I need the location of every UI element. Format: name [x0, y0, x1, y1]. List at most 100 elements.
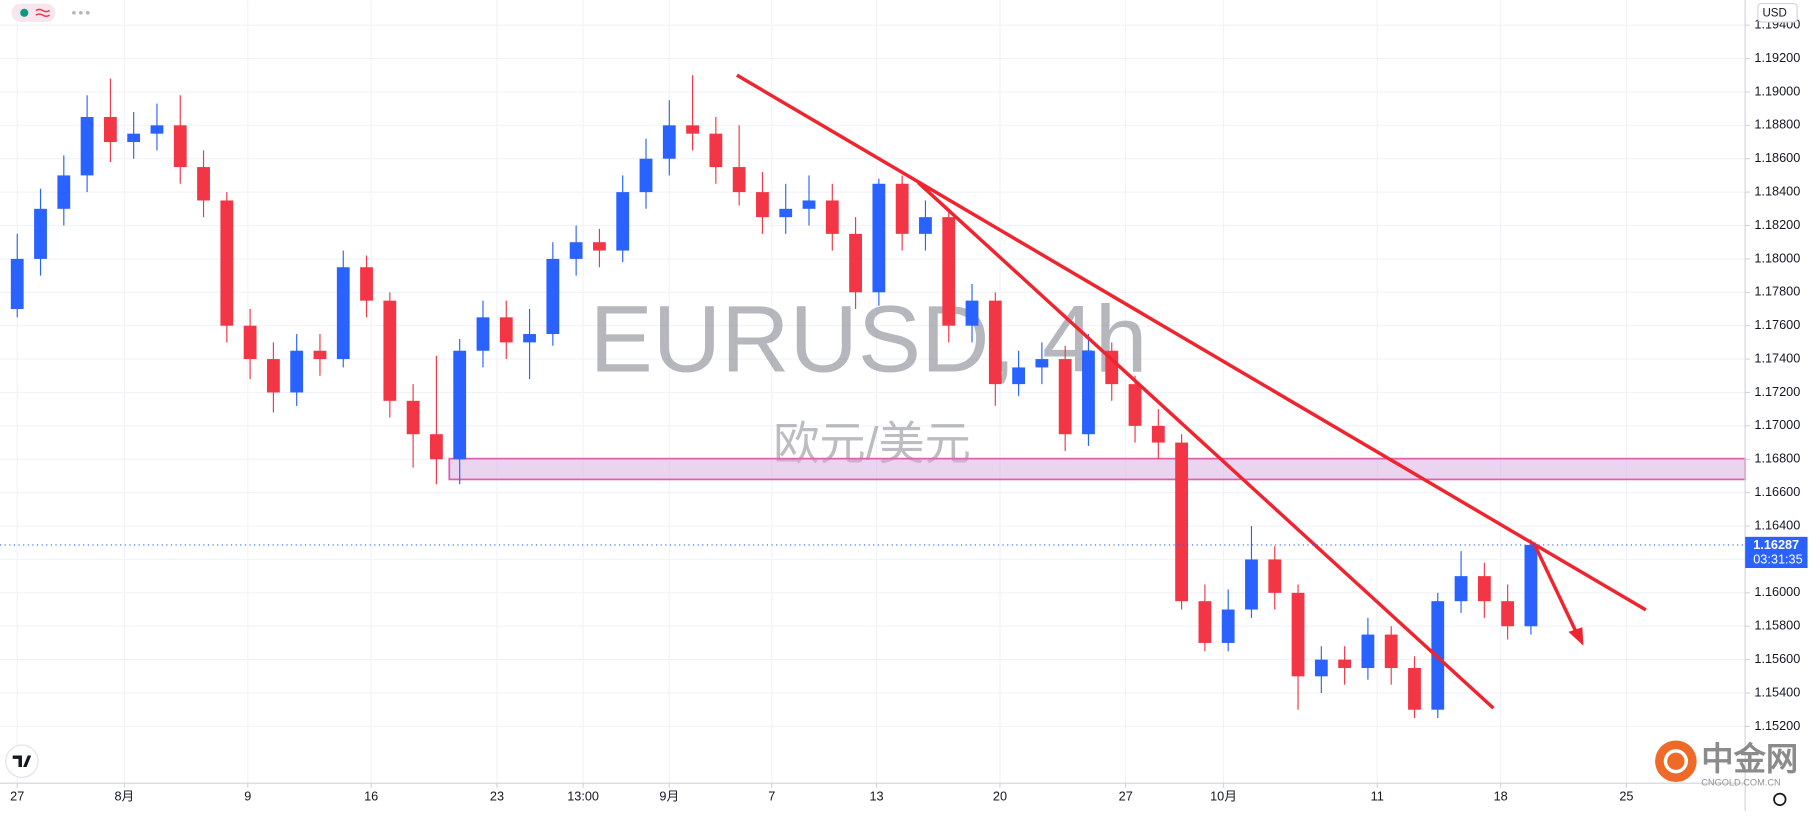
candle-body — [1454, 576, 1468, 602]
candle-body — [825, 200, 839, 234]
last-price-box — [1745, 536, 1808, 569]
candle-body — [639, 158, 653, 193]
candle-body — [1221, 609, 1235, 643]
candle-body — [965, 300, 979, 326]
candle-body — [360, 267, 373, 301]
x-tick-label: 7 — [768, 789, 775, 803]
settings-icon[interactable] — [1773, 792, 1787, 806]
candle-body — [313, 350, 327, 360]
candle-body — [1361, 634, 1375, 668]
y-tick-label: 1.19000 — [1754, 84, 1800, 98]
x-tick-label: 20 — [993, 789, 1007, 803]
x-tick-label: 9 — [244, 789, 251, 803]
x-tick-label: 25 — [1619, 789, 1633, 803]
candle-body — [453, 350, 467, 460]
candle-body — [756, 192, 769, 218]
candle-body — [1082, 350, 1095, 435]
axes: 1.15200 1.15400 1.15600 1.15800 1.16000 1.162… — [0, 18, 1808, 803]
arrow-head — [1568, 627, 1584, 646]
x-tick-label: 13 — [869, 789, 883, 803]
candle-body — [988, 300, 1002, 385]
y-tick-label: 1.16000 — [1754, 585, 1800, 599]
candle-body — [546, 258, 560, 335]
candle-body — [499, 317, 513, 343]
x-tick-label: 9月 — [659, 789, 679, 803]
x-tick-label: 13:00 — [567, 789, 599, 803]
candle-body — [336, 267, 350, 360]
candle-body — [942, 217, 956, 326]
candle-body — [1012, 367, 1025, 385]
y-tick-label: 1.18200 — [1754, 218, 1800, 232]
candle-body — [593, 242, 606, 251]
y-tick-label: 1.17600 — [1754, 318, 1800, 332]
menu-dots[interactable] — [72, 10, 90, 15]
candle-body — [1268, 559, 1282, 593]
y-tick-label: 1.17200 — [1754, 385, 1800, 399]
y-tick-label: 1.19200 — [1754, 51, 1800, 65]
watermark-title: EURUSD, 4h — [590, 287, 1148, 393]
candle-body — [10, 258, 24, 309]
candle-body — [57, 175, 71, 209]
status-icon — [35, 8, 51, 18]
candle-body — [849, 233, 862, 293]
candle-body — [523, 334, 536, 343]
candle-body — [1338, 659, 1352, 668]
forecast-arrow — [1532, 542, 1580, 637]
x-tick-label: 18 — [1494, 789, 1508, 803]
candle-body — [1524, 544, 1538, 627]
candle-body — [1477, 576, 1491, 602]
candle-body — [103, 116, 117, 143]
candle-body — [1291, 592, 1305, 677]
candle-body — [732, 167, 746, 193]
candle-body — [1245, 559, 1258, 610]
trend-line — [735, 73, 1647, 612]
candle-body — [476, 317, 490, 351]
support-zone — [448, 457, 1747, 481]
candle-body — [872, 183, 886, 293]
candle-body — [290, 350, 304, 393]
y-tick-label: 1.18800 — [1754, 118, 1800, 132]
tv-logo-mark — [12, 755, 32, 768]
candle-body — [266, 359, 280, 393]
y-tick-label: 1.16600 — [1754, 485, 1800, 499]
x-tick-label: 27 — [1119, 789, 1133, 803]
candle-body — [1105, 350, 1119, 385]
x-tick-label: 10月 — [1210, 789, 1237, 803]
y-tick-label: 1.18400 — [1754, 184, 1800, 198]
y-tick-label: 1.15200 — [1754, 719, 1800, 733]
candle-body — [80, 116, 94, 176]
candle-body — [34, 208, 47, 259]
x-tick-label: 11 — [1371, 789, 1384, 803]
candle-body — [616, 192, 630, 251]
status-pill[interactable] — [11, 3, 56, 23]
y-tick-label: 1.15800 — [1754, 619, 1800, 633]
candle-body — [383, 300, 397, 401]
y-tick-label: 1.17400 — [1754, 351, 1800, 365]
candle-body — [1058, 359, 1072, 435]
candle-body — [430, 434, 443, 460]
site-logo-ring — [1663, 749, 1688, 774]
y-tick-label: 1.15600 — [1754, 652, 1800, 666]
candle-body — [197, 167, 210, 201]
candle-body — [895, 183, 909, 234]
currency-label[interactable]: USD — [1762, 7, 1786, 19]
candle-body — [1035, 359, 1049, 368]
candle-body — [1501, 601, 1515, 627]
currency-button[interactable] — [1757, 2, 1798, 23]
candle-body — [709, 133, 723, 168]
y-tick-label: 1.17800 — [1754, 285, 1800, 299]
candle-body — [1408, 667, 1421, 710]
candle-body — [662, 125, 676, 159]
candle-body — [686, 125, 699, 134]
candle-body — [173, 125, 187, 168]
site-logo-url: CNGOLD.COM.CN — [1701, 778, 1780, 788]
candle-body — [243, 325, 257, 360]
candle-body — [220, 200, 234, 326]
candle-body — [1384, 634, 1398, 668]
candle-body — [1128, 384, 1142, 426]
x-tick-label: 8月 — [114, 789, 134, 803]
candle-body — [919, 217, 932, 234]
candle-body — [406, 400, 420, 435]
countdown-label: 03:31:35 — [1753, 552, 1802, 566]
